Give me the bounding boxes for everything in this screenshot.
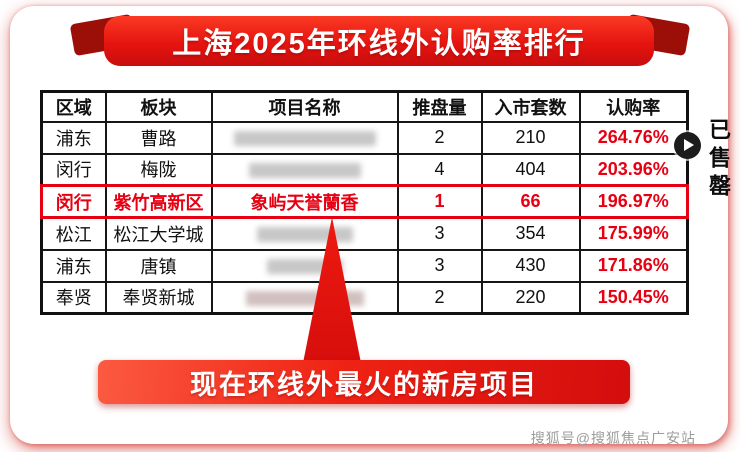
- cell-launch: 2: [396, 280, 483, 315]
- cell-sector: 唐镇: [104, 248, 213, 283]
- cell-region: 松江: [40, 216, 107, 251]
- table-row: 松江 松江大学城 3 354 175.99%: [40, 216, 689, 251]
- watermark: 搜狐号@搜狐焦点广安站: [530, 430, 696, 446]
- cell-rate: 196.97%: [578, 184, 689, 219]
- cell-project: [210, 216, 399, 251]
- cell-region: 奉贤: [40, 280, 107, 315]
- cell-units: 430: [480, 248, 581, 283]
- cell-rate: 203.96%: [578, 152, 689, 187]
- cell-project: [210, 248, 399, 283]
- cell-launch: 3: [396, 248, 483, 283]
- cell-sector: 松江大学城: [104, 216, 213, 251]
- cell-units: 354: [480, 216, 581, 251]
- table-row: 闵行 梅陇 4 404 203.96%: [40, 152, 689, 187]
- cell-launch: 3: [396, 216, 483, 251]
- table-row: 浦东 曹路 2 210 264.76%: [40, 120, 689, 155]
- col-header-rate: 认购率: [578, 90, 689, 123]
- cell-region: 浦东: [40, 248, 107, 283]
- cell-region: 闵行: [40, 184, 107, 219]
- cell-project: [210, 120, 399, 155]
- card: 上海2025年环线外认购率排行 区域 板块 项目名称 推盘量 入市套数 认购率: [10, 6, 731, 446]
- cell-project: 象屿天誉蘭香: [210, 184, 399, 219]
- cell-rate: 171.86%: [578, 248, 689, 283]
- cell-project: [210, 280, 399, 315]
- cell-units: 220: [480, 280, 581, 315]
- banner-text: 现在环线外最火的新房项目: [190, 369, 538, 400]
- page-title: 上海2025年环线外认购率排行: [172, 28, 586, 60]
- table-row: 奉贤 奉贤新城 2 220 150.45%: [40, 280, 689, 315]
- col-header-units: 入市套数: [480, 90, 581, 123]
- blurred-project-name: [248, 162, 361, 178]
- table-row: 浦东 唐镇 3 430 171.86%: [40, 248, 689, 283]
- col-header-sector: 板块: [104, 90, 213, 123]
- bottom-banner: 现在环线外最火的新房项目: [98, 360, 630, 404]
- cell-rate: 150.45%: [578, 280, 689, 315]
- title-ribbon: 上海2025年环线外认购率排行: [104, 16, 654, 66]
- cell-launch: 1: [396, 184, 483, 219]
- table-header-row: 区域 板块 项目名称 推盘量 入市套数 认购率: [40, 90, 689, 123]
- cell-sector: 曹路: [104, 120, 213, 155]
- col-header-launch: 推盘量: [396, 90, 483, 123]
- col-header-region: 区域: [40, 90, 107, 123]
- cell-region: 浦东: [40, 120, 107, 155]
- cell-launch: 4: [396, 152, 483, 187]
- cell-sector: 梅陇: [104, 152, 213, 187]
- cell-rate: 175.99%: [578, 216, 689, 251]
- cell-region: 闵行: [40, 152, 107, 187]
- cell-project: [210, 152, 399, 187]
- table-row-highlighted: 闵行 紫竹高新区 象屿天誉蘭香 1 66 196.97%: [40, 184, 689, 219]
- blurred-project-name: [233, 130, 376, 146]
- cell-launch: 2: [396, 120, 483, 155]
- ranking-table: 区域 板块 项目名称 推盘量 入市套数 认购率 浦东 曹路 2 210 264.…: [40, 90, 689, 315]
- cell-rate: 264.76%: [578, 120, 689, 155]
- cell-units: 210: [480, 120, 581, 155]
- col-header-project: 项目名称: [210, 90, 399, 123]
- play-icon[interactable]: [674, 132, 701, 159]
- sold-out-label: 已售罄: [706, 118, 731, 202]
- cell-units: 404: [480, 152, 581, 187]
- blurred-project-name: [256, 227, 353, 242]
- cell-sector: 紫竹高新区: [104, 184, 213, 219]
- cell-sector: 奉贤新城: [104, 280, 213, 315]
- cell-units: 66: [480, 184, 581, 219]
- play-triangle-icon: [684, 139, 694, 151]
